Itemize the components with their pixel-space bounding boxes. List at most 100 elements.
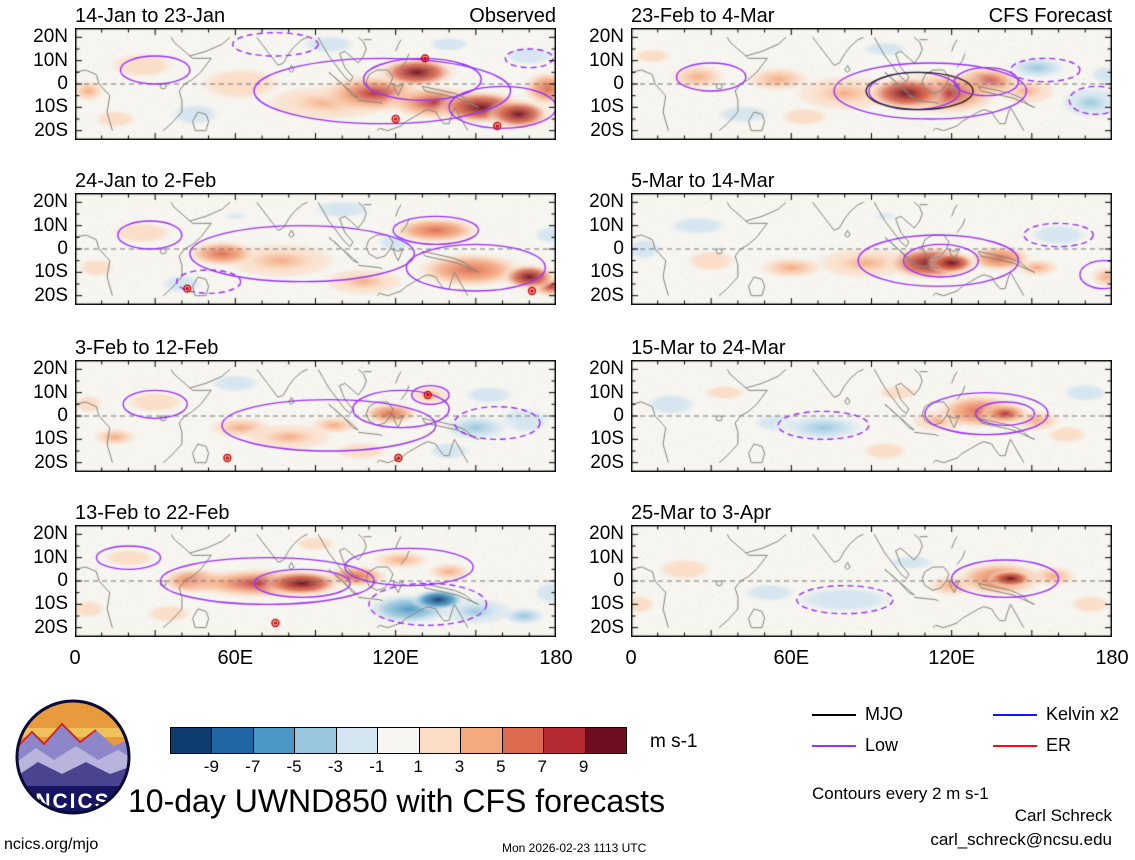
y-axis-tick-label: 20S [34,451,68,473]
panel-forecast-2: 5-Mar to 14-Mar 20N 10N 0 10S 20S [589,169,1112,306]
low-line-swatch [812,744,856,747]
site-link[interactable]: ncics.org/mjo [4,836,99,853]
mjo-line-swatch [812,713,856,716]
colorbar-level-label: -1 [369,757,385,776]
y-axis-tick-label: 20N [33,26,68,48]
legend-item-mjo: MJO [812,704,993,725]
y-axis-tick-label: 10N [33,381,68,403]
panel-observed-1: 14-Jan to 23-Jan Observed 20N 10N 0 10S 20S [33,4,556,141]
column-label-observed: Observed [469,5,556,27]
y-axis-tick-label: 20N [589,358,624,380]
x-axis-tick-label: 60E [217,647,254,669]
colorbar-level-label: -5 [286,757,302,776]
y-axis-tick-label: 0 [57,570,68,591]
logo-text: NCICS [35,790,110,813]
colorbar-level-label: 9 [578,757,589,776]
colorbar-cell [502,728,545,753]
panel-title: 3-Feb to 12-Feb [75,337,219,359]
contour-legend: MJO Kelvin x2 Low ER [812,704,1135,756]
y-axis-tick-label: 20N [33,523,68,545]
x-axis-tick-label: 60E [773,647,810,669]
map-canvas [75,28,556,140]
x-axis-tick-label: 120E [372,647,420,669]
y-axis-tick-label: 10S [590,428,624,450]
x-axis-tick-label: 180 [1095,647,1129,669]
panel-observed-2: 24-Jan to 2-Feb 20N 10N 0 10S 20S [33,169,556,306]
panel-forecast-4: 25-Mar to 3-Apr 20N 10N 0 10S 20S 0 60E 120E 180 [589,501,1129,669]
panel-title: 25-Mar to 3-Apr [631,502,772,524]
y-axis-tick-label: 20S [34,284,68,306]
x-axis-tick-label: 0 [625,647,637,669]
colorbar-cell [295,728,337,753]
y-axis-tick-label: 20S [34,616,68,638]
map-canvas [75,360,556,472]
colorbar-level-label: 7 [537,757,547,776]
map-canvas [631,193,1112,305]
y-axis-tick-label: 0 [57,405,68,426]
panel-title: 15-Mar to 24-Mar [631,337,786,359]
ncics-logo: NCICS [14,698,132,821]
contour-interval-note: Contours every 2 m s-1 [812,784,989,803]
colorbar-level-label: -7 [245,757,261,776]
y-axis-tick-label: 10N [33,214,68,236]
colorbar-level-label: -9 [203,757,219,776]
map-canvas [631,360,1112,472]
y-axis-tick-label: 20N [33,358,68,380]
y-axis-tick-label: 10N [589,49,624,71]
colorbar-cell [419,728,462,753]
legend-item-er: ER [993,735,1135,756]
colorbar-units: m s-1 [650,731,698,752]
x-axis-tick-label: 180 [539,647,573,669]
y-axis-tick-label: 10N [33,546,68,568]
y-axis-tick-label: 10N [33,49,68,71]
colorbar-level-label: 1 [413,757,423,776]
colorbar-level-label: 5 [496,757,506,776]
y-axis-tick-label: 20S [590,119,624,141]
y-axis-tick-label: 20N [589,523,624,545]
map-canvas [631,28,1112,140]
panel-forecast-1: 23-Feb to 4-Mar CFS Forecast 20N 10N 0 10S 2… [589,4,1112,141]
credit-email-link[interactable]: carl_schreck@ncsu.edu [930,830,1112,849]
y-axis-tick-label: 20S [590,284,624,306]
panel-title: 13-Feb to 22-Feb [75,502,230,524]
colorbar-cell [212,728,254,753]
colorbar-cell [378,728,420,753]
colorbar-cell [253,728,296,753]
y-axis-tick-label: 10N [589,381,624,403]
colorbar-cell [585,728,626,753]
er-line-swatch [993,744,1037,747]
generation-timestamp: Mon 2026-02-23 1113 UTC [502,841,647,855]
colorbar-level-label: 3 [454,757,465,776]
x-axis-tick-label: 120E [928,647,976,669]
y-axis-tick-label: 0 [613,570,624,591]
colorbar-labels: -9 -7 -5 -3 -1 1 3 5 7 9 [170,757,627,779]
panel-title: 24-Jan to 2-Feb [75,170,217,192]
x-axis-tick-label: 0 [69,647,81,669]
panel-observed-4: 13-Feb to 22-Feb 20N 10N 0 10S 20S 0 60E 120E 18… [33,501,573,669]
legend-label: MJO [865,704,903,724]
colorbar-cell [544,728,586,753]
panel-title: 5-Mar to 14-Mar [631,170,775,192]
y-axis-tick-label: 10N [589,546,624,568]
credit-name: Carl Schreck [1014,806,1112,825]
y-axis-tick-label: 20S [34,119,68,141]
y-axis-tick-label: 0 [613,405,624,426]
y-axis-tick-label: 10S [590,593,624,615]
y-axis-tick-label: 0 [613,73,624,94]
ncics-logo-image: NCICS [15,699,131,815]
legend-label: ER [1046,735,1072,755]
panel-forecast-3: 15-Mar to 24-Mar 20N 10N 0 10S 20S [589,336,1112,473]
colorbar-cell [461,728,503,753]
y-axis-tick-label: 20S [590,451,624,473]
map-canvas [75,525,556,637]
colorbar-cell [171,728,213,753]
y-axis-tick-label: 10S [34,428,68,450]
colorbar-level-label: -3 [327,757,344,776]
y-axis-tick-label: 20N [589,191,624,213]
panel-title: 23-Feb to 4-Mar [631,5,775,27]
colorbar [170,727,627,754]
map-canvas [75,193,556,305]
kelvin-line-swatch [993,713,1037,716]
y-axis-tick-label: 10S [590,96,624,118]
y-axis-tick-label: 10S [34,593,68,615]
